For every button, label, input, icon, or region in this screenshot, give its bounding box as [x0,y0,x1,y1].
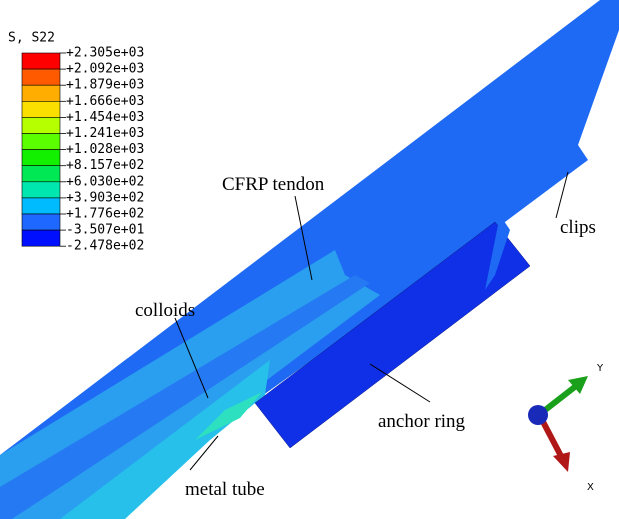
legend-swatch [22,85,60,101]
legend-level: +3.903e+02 [66,190,144,205]
legend-swatch [22,198,60,214]
legend-level: +2.092e+03 [66,62,144,77]
label-colloids: colloids [135,300,195,321]
legend-swatch [22,101,60,117]
axis-label-y: Y [596,363,604,374]
legend-swatch [22,150,60,166]
legend-swatch [22,134,60,150]
legend-title: S, S22 [8,31,55,46]
legend-swatch [22,166,60,182]
legend-level: +1.028e+03 [66,142,144,157]
legend-level: +1.879e+03 [66,78,144,93]
legend-level: +6.030e+02 [66,174,144,189]
legend-level: -3.507e+01 [66,223,144,238]
legend-level: +8.157e+02 [66,158,144,173]
legend-swatch [22,69,60,85]
axis-label-x: X [587,482,594,493]
legend-level: -2.478e+02 [66,239,144,254]
label-cfrp: CFRP tendon [222,174,325,195]
leader [370,364,430,402]
origin [528,405,548,425]
legend-swatch [22,214,60,230]
legend-level: +1.666e+03 [66,94,144,109]
legend-swatch [22,182,60,198]
legend-level: +1.241e+03 [66,126,144,141]
legend-swatch [22,230,60,246]
legend-level: +1.454e+03 [66,110,144,125]
triad: Y X [528,363,604,493]
legend-swatch [22,53,60,69]
legend-swatch [22,117,60,133]
legend: +2.305e+03+2.092e+03+1.879e+03+1.666e+03… [22,46,144,254]
label-anchor-ring: anchor ring [378,411,466,432]
legend-level: +2.305e+03 [66,46,144,61]
label-metal-tube: metal tube [185,479,265,500]
label-clips: clips [560,217,596,238]
fea-view: S, S22 +2.305e+03+2.092e+03+1.879e+03+1.… [0,0,619,519]
legend-level: +1.776e+02 [66,207,144,222]
arrow-x [553,452,570,472]
